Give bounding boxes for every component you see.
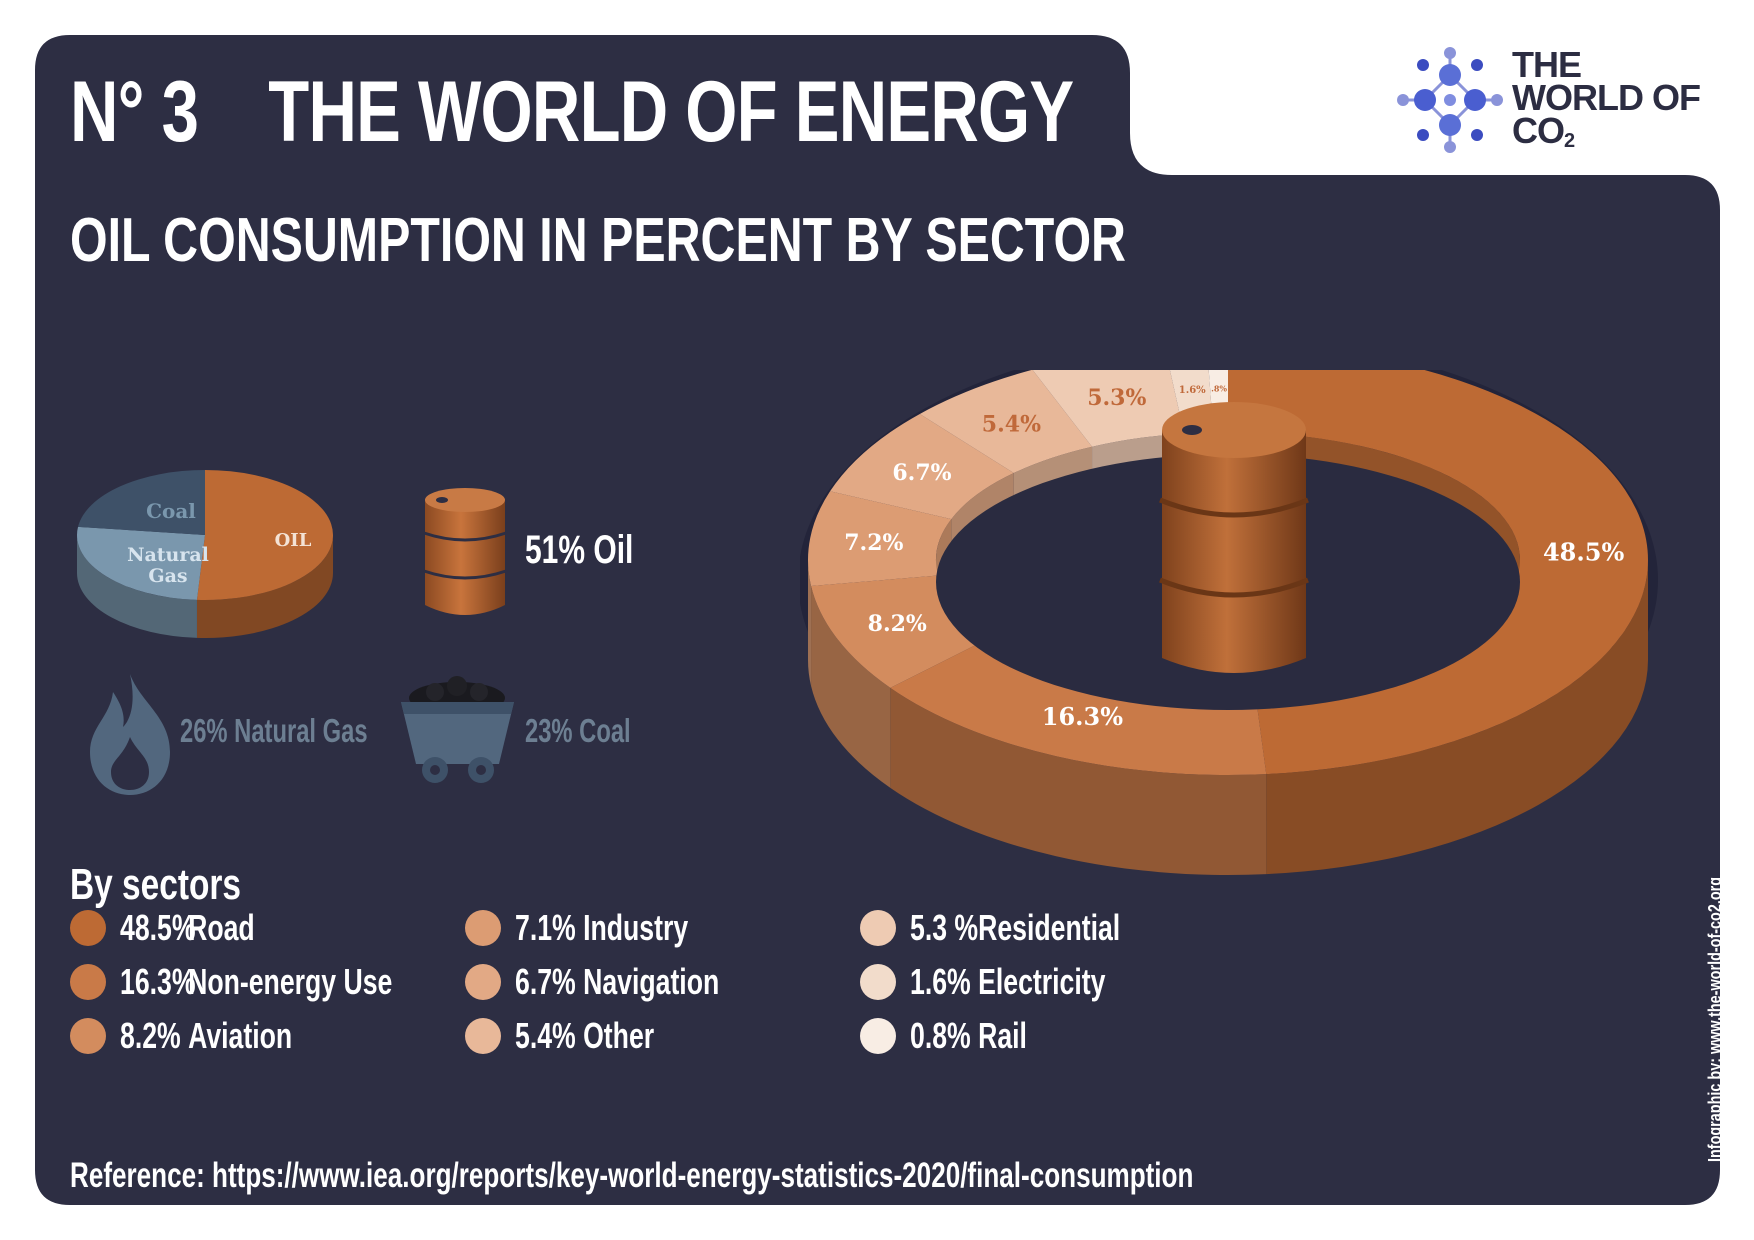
legend-item-non-energy-use: 16.3% Non-energy Use — [70, 960, 488, 1004]
donut-segment-industry — [808, 491, 952, 586]
natural-gas-share-label: 26% Natural Gas — [180, 712, 368, 749]
legend-sector-name: Navigation — [583, 961, 720, 1002]
donut-side-industry — [808, 560, 812, 686]
legend-swatch — [860, 964, 896, 1000]
donut-side-aviation — [811, 585, 891, 788]
legend-percent: 5.3 % — [910, 907, 979, 948]
title-text: THE WORLD OF ENERGY — [268, 63, 1074, 160]
legend-text: 0.8% Rail — [910, 1015, 1027, 1057]
legend-swatch — [465, 1018, 501, 1054]
legend-text: 48.5% Road — [120, 907, 255, 949]
legend-sector-name: Rail — [978, 1015, 1027, 1056]
legend-percent: 0.8% — [910, 1015, 971, 1056]
pie-label-coal: Coal — [146, 499, 196, 523]
pie-label-oil: OIL — [275, 530, 312, 551]
legend-sector-name: Residential — [978, 907, 1121, 948]
legend-item-residential: 5.3 % Residential — [860, 906, 1194, 950]
logo-text: THE WORLD OF CO2 — [1512, 44, 1701, 158]
legend-percent: 1.6% — [910, 961, 971, 1002]
legend-heading: By sectors — [70, 860, 242, 909]
chart-subtitle: OIL CONSUMPTION IN PERCENT BY SECTOR — [70, 206, 1126, 275]
pie-side-natural-gas — [77, 535, 197, 638]
donut-label-electricity: 1.6% — [1179, 385, 1206, 396]
legend-swatch — [70, 910, 106, 946]
pie-slice-coal — [78, 470, 205, 535]
oil-share-label: 51% Oil — [525, 528, 634, 572]
donut-label-rail: .8% — [1211, 383, 1227, 393]
legend-item-other: 5.4% Other — [465, 1014, 703, 1058]
donut-segment-navigation — [830, 413, 1014, 520]
donut-label-non-energy-use: 16.3% — [1042, 702, 1123, 731]
legend-item-road: 48.5% Road — [70, 906, 302, 950]
reference-text: Reference: https://www.iea.org/reports/k… — [70, 1156, 1194, 1195]
pie-slice-natural-gas — [77, 526, 205, 600]
legend-text: 16.3% Non-energy Use — [120, 961, 392, 1003]
coal-share-label: 23% Coal — [525, 712, 631, 749]
donut-segment-other — [919, 370, 1093, 474]
donut-label-residential: 5.3% — [1087, 385, 1146, 411]
issue-number: N° 3 — [70, 63, 199, 160]
sector-donut-chart: 48.5% 16.3% 8.2% 7.2% 6.7% 5.4% 5.3% 1.6% .8% — [800, 370, 1658, 875]
legend-item-aviation: 8.2% Aviation — [70, 1014, 353, 1058]
donut-segment-road — [1228, 370, 1649, 775]
legend-percent: 6.7% — [515, 961, 576, 1002]
oil-barrel-icon — [423, 488, 507, 615]
page-title: N° 3 THE WORLD OF ENERGY — [70, 62, 1074, 162]
legend-percent: 8.2% — [120, 1015, 181, 1056]
donut-label-industry: 7.2% — [844, 530, 903, 556]
donut-side-road — [1266, 560, 1648, 875]
molecule-icon — [1397, 47, 1503, 153]
oil-barrel-large-icon — [1159, 402, 1309, 673]
logo-line-1: THE — [1512, 44, 1582, 85]
coal-cart-icon — [401, 676, 514, 783]
legend-text: 5.4% Other — [515, 1015, 654, 1057]
pie-label-gas-2: Gas — [148, 565, 187, 587]
credit-text: Infographic by: www.the-world-of-co2.org — [1705, 876, 1725, 1162]
legend-sector-name: Other — [583, 1015, 655, 1056]
legend-item-electricity: 1.6% Electricity — [860, 960, 1174, 1004]
donut-label-road: 48.5% — [1543, 538, 1624, 567]
donut-side-non-energy-use — [890, 687, 1267, 875]
legend-text: 7.1% Industry — [515, 907, 688, 949]
legend-item-rail: 0.8% Rail — [860, 1014, 1068, 1058]
legend-sector-name: Non-energy Use — [188, 961, 393, 1002]
logo-line-3: CO2 — [1512, 110, 1575, 153]
legend-text: 5.3 % Residential — [910, 907, 1120, 949]
legend-text: 1.6% Electricity — [910, 961, 1105, 1003]
legend-sector-name: Road — [188, 907, 255, 948]
legend-swatch — [860, 1018, 896, 1054]
legend-percent: 48.5% — [120, 907, 196, 948]
donut-label-aviation: 8.2% — [868, 611, 927, 637]
donut-label-navigation: 6.7% — [892, 460, 951, 486]
pie-side-oil — [196, 535, 333, 638]
legend-text: 6.7% Navigation — [515, 961, 719, 1003]
donut-segment-residential — [1032, 370, 1185, 447]
legend-swatch — [70, 964, 106, 1000]
legend-sector-name: Aviation — [188, 1015, 293, 1056]
legend-percent: 7.1% — [515, 907, 576, 948]
legend-sector-name: Industry — [583, 907, 689, 948]
legend-swatch — [465, 910, 501, 946]
legend-swatch — [860, 910, 896, 946]
pie-slice-oil — [196, 470, 334, 600]
legend-percent: 16.3% — [120, 961, 196, 1002]
legend-item-industry: 7.1% Industry — [465, 906, 749, 950]
energy-mix-pie: Coal OIL Natural Gas — [77, 470, 334, 638]
legend-swatch — [70, 1018, 106, 1054]
legend-percent: 5.4% — [515, 1015, 576, 1056]
logo-line-2: WORLD OF — [1512, 77, 1701, 118]
flame-icon — [90, 674, 170, 795]
legend-sector-name: Electricity — [978, 961, 1106, 1002]
donut-label-other: 5.4% — [982, 412, 1041, 438]
legend-item-navigation: 6.7% Navigation — [465, 960, 791, 1004]
legend-text: 8.2% Aviation — [120, 1015, 292, 1057]
legend-swatch — [465, 964, 501, 1000]
pie-label-gas-1: Natural — [127, 544, 209, 566]
donut-segment-non-energy-use — [890, 636, 1267, 775]
